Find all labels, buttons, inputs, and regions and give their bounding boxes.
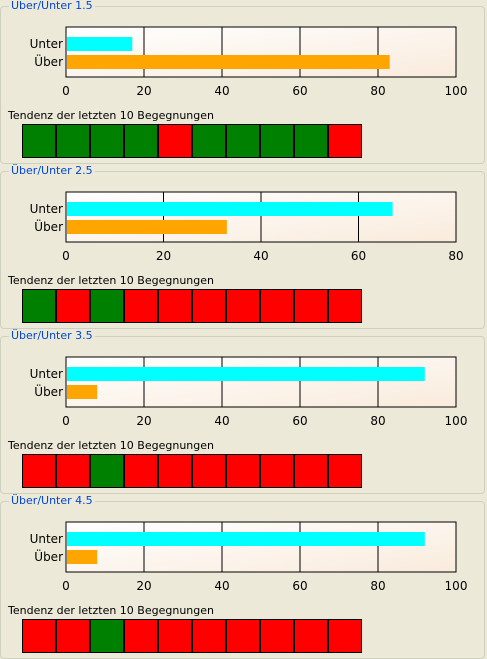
trend-box-loss: [328, 289, 362, 323]
trend-box-win: [260, 124, 294, 158]
trend-label: Tendenz der letzten 10 Begegnungen: [8, 605, 214, 617]
trend-box-loss: [56, 619, 90, 653]
category-label: Unter: [30, 202, 63, 216]
trend-box-loss: [124, 619, 158, 653]
trend-label: Tendenz der letzten 10 Begegnungen: [8, 275, 214, 287]
trend-box-loss: [22, 454, 56, 488]
x-tick-label: 20: [136, 414, 151, 428]
x-tick-label: 60: [292, 84, 307, 98]
trend-box-loss: [158, 289, 192, 323]
trend-box-loss: [158, 619, 192, 653]
x-tick-label: 20: [156, 249, 171, 263]
x-tick-label: 40: [214, 84, 229, 98]
trend-box-loss: [226, 454, 260, 488]
trend-box-loss: [56, 454, 90, 488]
trend-box-loss: [56, 289, 90, 323]
x-tick-label: 0: [62, 579, 70, 593]
trend-box-loss: [124, 289, 158, 323]
trend-box-loss: [294, 289, 328, 323]
x-tick-label: 40: [253, 249, 268, 263]
x-tick-label: 100: [445, 414, 468, 428]
bar-ueber: [67, 55, 390, 69]
trend-box-win: [226, 124, 260, 158]
bar-ueber: [67, 550, 97, 564]
trend-box-loss: [158, 124, 192, 158]
plot-area: [66, 357, 456, 407]
trend-box-loss: [226, 619, 260, 653]
trend-box-loss: [158, 454, 192, 488]
bar-ueber: [67, 220, 227, 234]
trend-box-loss: [328, 619, 362, 653]
category-label: Unter: [30, 367, 63, 381]
trend-box-win: [56, 124, 90, 158]
plot-area: [66, 522, 456, 572]
x-tick-label: 20: [136, 579, 151, 593]
trend-label: Tendenz der letzten 10 Begegnungen: [8, 440, 214, 452]
x-tick-label: 20: [136, 84, 151, 98]
x-tick-label: 80: [448, 249, 463, 263]
trend-box-loss: [192, 619, 226, 653]
x-tick-label: 80: [370, 579, 385, 593]
category-label: Über: [34, 53, 63, 69]
bar-unter: [67, 532, 425, 546]
trend-box-win: [294, 124, 328, 158]
bar-chart: 0 20 40 60 80 100 Unter Über: [0, 0, 487, 110]
category-label: Über: [34, 218, 63, 234]
category-label: Unter: [30, 37, 63, 51]
trend-box-loss: [260, 289, 294, 323]
trend-box-loss: [192, 454, 226, 488]
x-tick-label: 40: [214, 414, 229, 428]
trend-box-loss: [22, 619, 56, 653]
bar-chart: 0 20 40 60 80 Unter Über: [0, 165, 487, 275]
x-tick-label: 0: [62, 414, 70, 428]
x-tick-label: 100: [445, 84, 468, 98]
category-label: Unter: [30, 532, 63, 546]
trend-box-win: [192, 124, 226, 158]
trend-box-win: [90, 454, 124, 488]
bar-chart: 0 20 40 60 80 100 Unter Über: [0, 330, 487, 440]
trend-box-loss: [192, 289, 226, 323]
trend-box-win: [90, 289, 124, 323]
trend-box-win: [90, 124, 124, 158]
x-tick-label: 60: [351, 249, 366, 263]
trend-label: Tendenz der letzten 10 Begegnungen: [8, 110, 214, 122]
bar-unter: [67, 367, 425, 381]
x-tick-label: 60: [292, 414, 307, 428]
x-tick-label: 0: [62, 249, 70, 263]
trend-box-win: [22, 289, 56, 323]
trend-box-win: [124, 124, 158, 158]
trend-box-loss: [328, 454, 362, 488]
x-tick-label: 40: [214, 579, 229, 593]
x-tick-label: 0: [62, 84, 70, 98]
plot-area: [66, 27, 456, 77]
trend-box-loss: [294, 454, 328, 488]
x-tick-label: 100: [445, 579, 468, 593]
trend-box-loss: [124, 454, 158, 488]
category-label: Über: [34, 548, 63, 564]
trend-box-loss: [294, 619, 328, 653]
x-tick-label: 80: [370, 84, 385, 98]
trend-box-win: [22, 124, 56, 158]
bar-unter: [67, 202, 393, 216]
trend-box-loss: [226, 289, 260, 323]
trend-box-loss: [260, 454, 294, 488]
trend-box-win: [90, 619, 124, 653]
category-label: Über: [34, 383, 63, 399]
trend-box-loss: [260, 619, 294, 653]
bar-chart: 0 20 40 60 80 100 Unter Über: [0, 495, 487, 605]
trend-box-loss: [328, 124, 362, 158]
x-tick-label: 80: [370, 414, 385, 428]
bar-unter: [67, 37, 132, 51]
x-tick-label: 60: [292, 579, 307, 593]
bar-ueber: [67, 385, 97, 399]
